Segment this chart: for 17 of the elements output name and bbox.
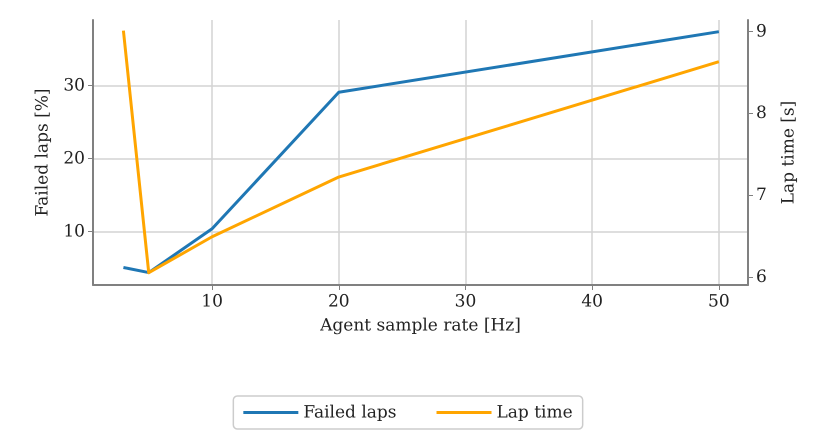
y-axis-title: Failed laps [%] (32, 88, 52, 216)
x-tick-label: 10 (201, 292, 223, 312)
y-tick-label: 20 (63, 148, 85, 169)
y2-axis-title: Lap time [s] (778, 100, 798, 204)
x-tick-label: 40 (581, 292, 603, 312)
y2-tick-label: 7 (756, 185, 767, 206)
x-tick-label: 20 (328, 292, 350, 312)
y2-tick-label: 8 (756, 103, 767, 124)
x-tick-label: 30 (454, 292, 476, 312)
y2-tick-label: 6 (756, 266, 767, 287)
y2-tick-label: 9 (756, 21, 767, 42)
y-tick-label: 10 (63, 222, 85, 242)
x-axis-title: Agent sample rate [Hz] (319, 316, 521, 336)
y-tick-label: 30 (63, 76, 85, 96)
legend-label: Lap time (496, 402, 573, 422)
x-tick-label: 50 (708, 292, 730, 312)
legend-label: Failed laps (303, 402, 397, 422)
